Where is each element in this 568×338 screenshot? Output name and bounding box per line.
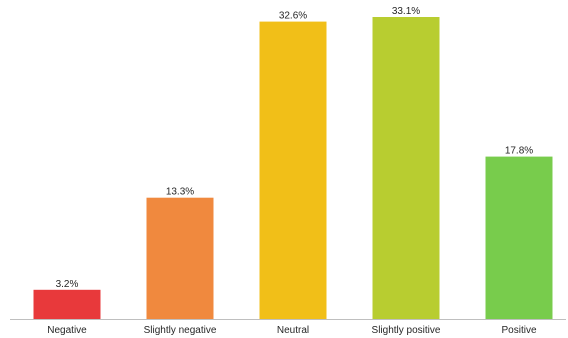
value-label-slightly-positive: 33.1% xyxy=(392,6,420,17)
category-label-positive: Positive xyxy=(501,325,536,336)
bar-negative xyxy=(33,289,101,319)
value-label-slightly-negative: 13.3% xyxy=(166,187,194,198)
category-label-slightly-negative: Slightly negative xyxy=(144,325,217,336)
category-labels-group: Negative Slightly negative Neutral Slightly… xyxy=(47,325,537,336)
bar-neutral xyxy=(259,21,327,319)
value-label-positive: 17.8% xyxy=(505,146,533,157)
bar-positive xyxy=(485,156,553,319)
value-labels-group: 3.2% 13.3% 32.6% 33.1% 17.8% xyxy=(56,6,534,290)
category-label-slightly-positive: Slightly positive xyxy=(372,325,441,336)
category-label-negative: Negative xyxy=(47,325,87,336)
category-label-neutral: Neutral xyxy=(277,325,309,336)
value-label-negative: 3.2% xyxy=(56,279,79,290)
bar-slightly-positive xyxy=(372,17,440,319)
bar-slightly-negative xyxy=(146,197,214,319)
bars-group xyxy=(33,17,553,319)
value-label-neutral: 32.6% xyxy=(279,11,307,22)
